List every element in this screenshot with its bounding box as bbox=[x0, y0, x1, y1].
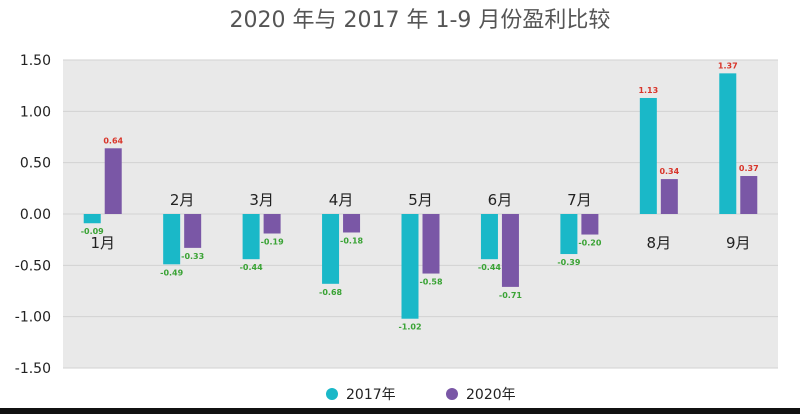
bar-2020 bbox=[581, 214, 599, 235]
bar-2017 bbox=[401, 214, 419, 319]
chart-title: 2020 年与 2017 年 1-9 月份盈利比较 bbox=[230, 8, 611, 33]
bar-2017 bbox=[480, 214, 498, 260]
legend-label: 2020年 bbox=[466, 387, 516, 403]
y-tick-label: -0.50 bbox=[15, 258, 51, 274]
bar-2017 bbox=[242, 214, 260, 260]
category-label: 9月 bbox=[726, 234, 751, 252]
bar-2020 bbox=[343, 214, 361, 233]
bar-2020 bbox=[184, 214, 202, 248]
category-label: 6月 bbox=[488, 191, 513, 209]
data-label: -0.18 bbox=[340, 236, 363, 245]
bar-2017 bbox=[83, 214, 101, 224]
category-label: 2月 bbox=[170, 191, 195, 209]
category-label: 3月 bbox=[249, 191, 274, 209]
legend-label: 2017年 bbox=[346, 387, 396, 403]
bar-2017 bbox=[163, 214, 181, 265]
legend: 2017年 2020年 bbox=[326, 387, 516, 403]
data-label: -0.19 bbox=[261, 238, 284, 247]
data-label: -0.49 bbox=[160, 268, 183, 277]
bars bbox=[83, 73, 758, 319]
category-label: 4月 bbox=[329, 191, 354, 209]
data-label: -0.44 bbox=[240, 263, 263, 272]
y-tick-label: 1.50 bbox=[20, 53, 51, 69]
bottom-border bbox=[0, 408, 800, 414]
y-tick-label: 1.00 bbox=[20, 104, 51, 120]
data-label: -0.20 bbox=[578, 239, 601, 248]
gridlines bbox=[63, 59, 778, 369]
data-label: -0.68 bbox=[319, 288, 342, 297]
bar-2017 bbox=[639, 97, 657, 214]
category-labels: 1月 2月 3月 4月 5月 6月 7月 8月 9月 bbox=[90, 191, 750, 252]
data-label: -1.02 bbox=[398, 323, 421, 332]
data-label: -0.09 bbox=[81, 227, 104, 236]
data-label: -0.44 bbox=[478, 263, 501, 272]
bar-2020 bbox=[501, 214, 519, 287]
data-labels: -0.09 0.64 -0.49 -0.33 -0.44 -0.19 -0.68 -0.18 -… bbox=[81, 61, 759, 331]
data-label: -0.71 bbox=[499, 291, 522, 300]
y-tick-label: -1.00 bbox=[15, 310, 51, 326]
y-tick-label: 0.50 bbox=[20, 156, 51, 172]
data-label: 1.13 bbox=[638, 86, 658, 95]
bar-2020 bbox=[422, 214, 440, 274]
data-label: 0.34 bbox=[659, 167, 679, 176]
category-label: 7月 bbox=[567, 191, 592, 209]
bar-2020 bbox=[660, 179, 678, 214]
category-label: 1月 bbox=[90, 234, 115, 252]
data-label: 1.37 bbox=[718, 61, 738, 70]
bar-2017 bbox=[560, 214, 578, 255]
bar-2020 bbox=[740, 176, 758, 214]
legend-marker bbox=[326, 388, 338, 400]
y-axis: 1.50 1.00 0.50 0.00 -0.50 -1.00 -1.50 bbox=[15, 53, 51, 377]
y-tick-label: 0.00 bbox=[20, 207, 51, 223]
data-label: -0.39 bbox=[557, 258, 580, 267]
category-label: 5月 bbox=[408, 191, 433, 209]
bar-2017 bbox=[719, 73, 737, 214]
data-label: 0.37 bbox=[739, 164, 759, 173]
legend-marker bbox=[446, 388, 458, 400]
bar-2020 bbox=[263, 214, 281, 234]
data-label: -0.33 bbox=[181, 252, 204, 261]
y-tick-label: -1.50 bbox=[15, 361, 51, 377]
bar-2017 bbox=[322, 214, 340, 284]
data-label: -0.58 bbox=[419, 278, 442, 287]
category-label: 8月 bbox=[647, 234, 672, 252]
data-label: 0.64 bbox=[103, 136, 123, 145]
bar-2020 bbox=[104, 148, 122, 214]
